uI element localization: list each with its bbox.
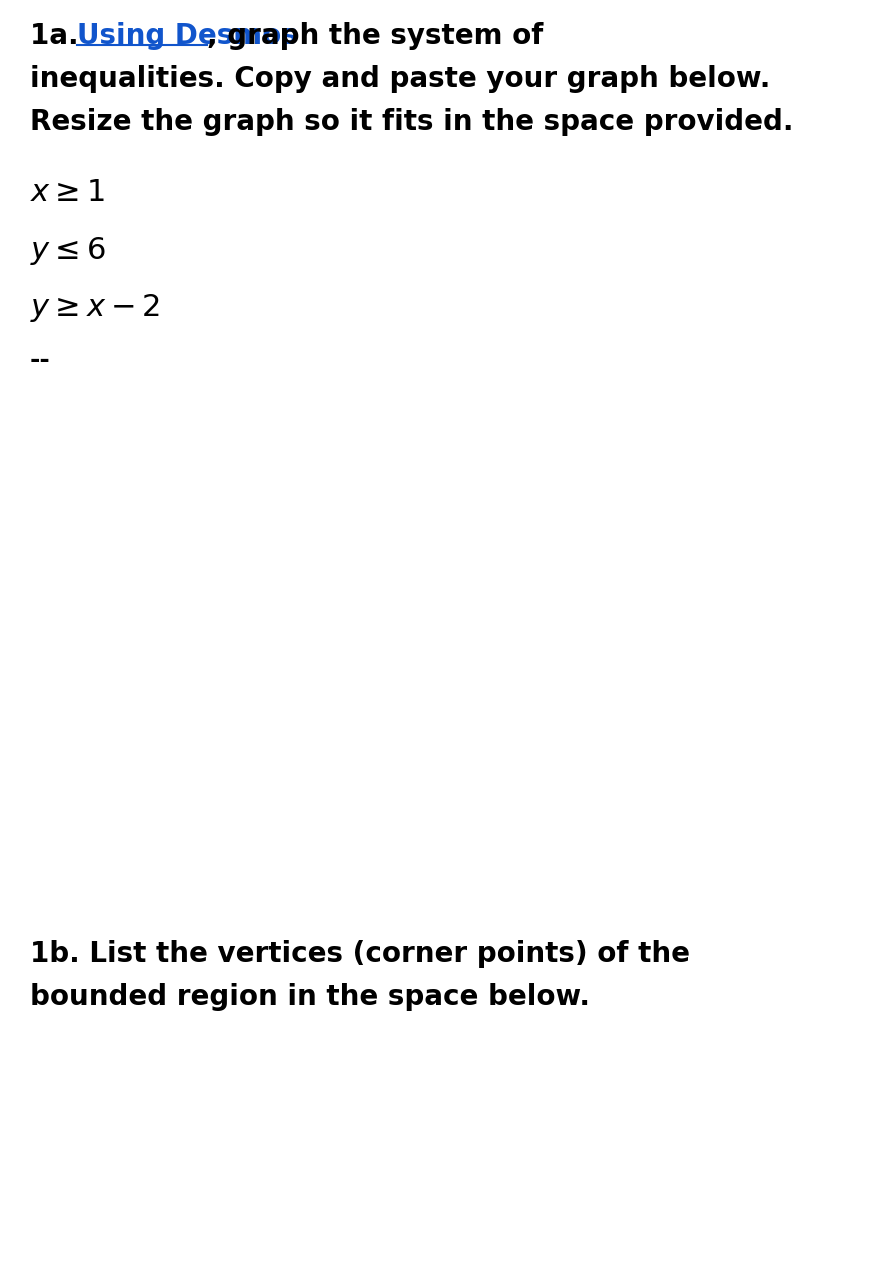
Text: 1b. List the vertices (corner points) of the: 1b. List the vertices (corner points) of… bbox=[30, 939, 690, 968]
Text: $y \geq x - 2$: $y \geq x - 2$ bbox=[30, 292, 160, 324]
Text: bounded region in the space below.: bounded region in the space below. bbox=[30, 982, 590, 1012]
Text: Resize the graph so it fits in the space provided.: Resize the graph so it fits in the space… bbox=[30, 108, 794, 135]
Text: $x \geq 1$: $x \geq 1$ bbox=[30, 179, 105, 208]
Text: , graph the system of: , graph the system of bbox=[207, 22, 544, 49]
Text: inequalities. Copy and paste your graph below.: inequalities. Copy and paste your graph … bbox=[30, 65, 770, 92]
Text: 1a.: 1a. bbox=[30, 22, 88, 49]
Text: --: -- bbox=[30, 348, 51, 372]
Text: $y \leq 6$: $y \leq 6$ bbox=[30, 235, 106, 267]
Text: Using Desmos: Using Desmos bbox=[77, 22, 298, 49]
